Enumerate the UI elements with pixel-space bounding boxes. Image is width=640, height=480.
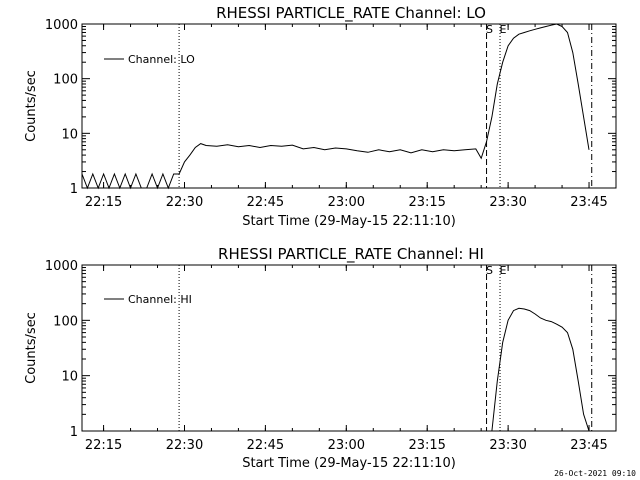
x-tick-label: 23:30 [489,195,526,210]
legend-label: Channel: LO [128,53,195,66]
legend: Channel: HI [104,293,192,306]
y-tick-label: 1 [70,425,78,440]
event-marker-label: S [486,264,493,277]
legend-label: Channel: HI [128,293,192,306]
event-marker-label: E [500,264,507,277]
series-line [81,23,590,190]
x-tick-label: 22:30 [166,438,203,453]
x-tick-label: 22:15 [85,438,122,453]
x-tick-label: 23:00 [328,438,365,453]
panel-hi: RHESSI PARTICLE_RATE Channel: HI Counts/… [24,245,617,471]
y-axis-label: Counts/sec [24,70,39,142]
generation-timestamp: 26-Oct-2021 09:10 [554,469,636,478]
plot-frame [81,23,617,189]
x-tick-label: 23:45 [570,195,607,210]
x-tick-label: 23:00 [328,195,365,210]
event-marker-label: S [486,23,493,36]
x-tick-label: 22:45 [247,195,284,210]
x-tick-label: 23:15 [408,195,445,210]
x-tick-label: 23:15 [408,438,445,453]
x-tick-label: 23:45 [570,438,607,453]
y-tick-label: 100 [53,73,78,88]
chart-title: RHESSI PARTICLE_RATE Channel: HI [218,245,484,264]
y-tick-label: 1 [70,182,78,197]
x-tick-label: 22:15 [85,195,122,210]
y-axis-label: Counts/sec [24,312,39,384]
y-tick-label: 10 [61,127,78,142]
x-axis-label: Start Time (29-May-15 22:11:10) [242,214,456,229]
plot-frame [81,264,617,432]
legend: Channel: LO [104,53,195,66]
chart-title: RHESSI PARTICLE_RATE Channel: LO [216,4,486,23]
x-tick-label: 23:30 [489,438,526,453]
y-tick-label: 10 [61,370,78,385]
x-tick-label: 22:30 [166,195,203,210]
event-marker-label: E [500,23,507,36]
x-tick-label: 22:45 [247,438,284,453]
x-axis-label: Start Time (29-May-15 22:11:10) [242,456,456,471]
series-line [491,307,590,432]
y-tick-label: 1000 [45,259,78,274]
y-tick-label: 100 [53,314,78,329]
panel-lo: RHESSI PARTICLE_RATE Channel: LO Counts/… [24,4,617,229]
y-tick-label: 1000 [45,18,78,33]
